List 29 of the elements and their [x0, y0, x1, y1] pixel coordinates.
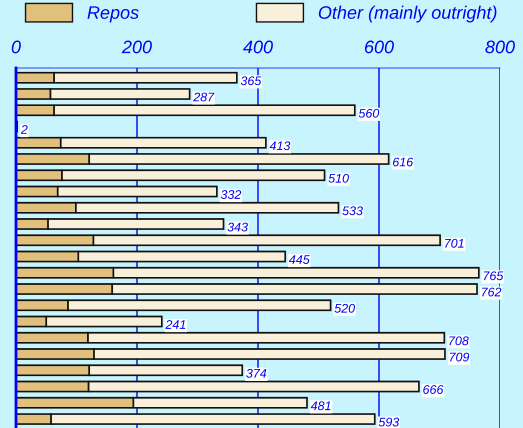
x-tick-label: 0	[12, 40, 21, 54]
total-label: 520	[334, 304, 355, 313]
total-label: 445	[288, 255, 310, 264]
total-label: 365	[240, 76, 262, 86]
total-label: 481	[310, 401, 330, 410]
total-label: 762	[482, 288, 502, 296]
x-tick-label: 800	[485, 40, 515, 54]
total-label: 2	[20, 125, 28, 134]
x-tick-label: 200	[122, 40, 152, 54]
total-label: 709	[450, 352, 470, 362]
total-label: 287	[193, 92, 215, 102]
total-label: 593	[378, 418, 400, 426]
total-label: 533	[342, 206, 363, 216]
total-label: 343	[227, 222, 248, 232]
total-label: 332	[220, 190, 242, 199]
total-label: 241	[165, 320, 186, 329]
x-tick-label: 400	[243, 40, 273, 54]
total-label: 616	[393, 158, 414, 166]
total-label: 560	[358, 108, 380, 118]
total-label: 374	[246, 368, 266, 378]
total-label: 765	[484, 271, 504, 280]
total-label: 510	[328, 174, 349, 183]
total-label: 701	[445, 238, 464, 248]
legend-label: Other (mainly outright)	[318, 6, 496, 23]
total-label: 708	[449, 336, 469, 346]
total-label: 413	[270, 141, 290, 150]
x-tick-label: 600	[364, 40, 394, 54]
total-label: 666	[423, 385, 444, 394]
legend-label: Repos	[87, 6, 139, 23]
